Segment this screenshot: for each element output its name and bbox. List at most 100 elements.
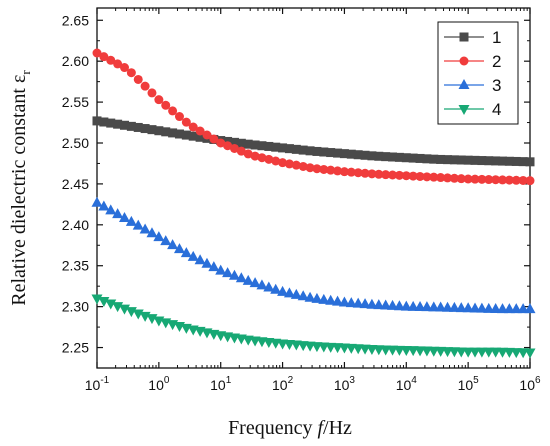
data-point xyxy=(195,126,205,136)
data-point xyxy=(208,261,220,272)
data-point xyxy=(381,152,391,162)
data-point xyxy=(263,281,275,292)
data-point xyxy=(477,174,487,184)
data-point xyxy=(463,174,473,184)
data-point xyxy=(408,171,418,181)
data-point xyxy=(153,231,165,242)
legend-box xyxy=(437,21,519,125)
data-point xyxy=(256,279,268,290)
data-point xyxy=(312,146,322,156)
data-point xyxy=(105,299,117,310)
data-point xyxy=(160,235,172,246)
data-point xyxy=(484,175,494,185)
data-point xyxy=(216,138,226,148)
data-point xyxy=(346,167,356,177)
data-point xyxy=(415,153,425,163)
data-point xyxy=(476,302,488,313)
data-point xyxy=(249,277,261,288)
x-tick-label: 105 xyxy=(458,375,480,393)
y-axis-title: Relative dielectric constant εr xyxy=(8,70,33,306)
legend-label: 2 xyxy=(492,52,501,71)
data-point xyxy=(99,117,109,127)
data-point xyxy=(525,157,535,167)
data-point xyxy=(291,144,301,154)
data-point xyxy=(449,173,459,183)
series-4 xyxy=(91,294,536,359)
legend-entry-2: 2 xyxy=(444,52,501,71)
data-point xyxy=(374,151,384,161)
data-point xyxy=(428,301,440,312)
data-point xyxy=(360,168,370,178)
x-tick-label: 103 xyxy=(334,375,356,393)
data-point xyxy=(352,297,364,308)
data-point xyxy=(429,172,439,182)
data-point xyxy=(113,119,123,129)
data-point xyxy=(401,153,411,163)
data-point xyxy=(319,147,329,157)
data-point xyxy=(504,156,514,166)
data-point xyxy=(484,156,494,166)
data-point xyxy=(277,285,289,296)
data-point xyxy=(188,122,198,132)
series-layer xyxy=(91,48,536,359)
data-point xyxy=(525,176,535,186)
data-point xyxy=(443,173,453,183)
y-tick-label: 2.25 xyxy=(62,340,89,356)
data-point xyxy=(367,169,377,179)
x-axis-title: Frequency f/Hz xyxy=(228,417,352,439)
y-tick-label: 2.40 xyxy=(62,217,89,233)
data-point xyxy=(283,287,295,298)
data-point xyxy=(228,269,240,280)
data-point xyxy=(518,157,528,167)
data-point xyxy=(422,172,432,182)
data-point xyxy=(504,175,514,185)
data-point xyxy=(435,301,447,312)
data-point xyxy=(394,170,404,180)
data-point xyxy=(333,166,343,176)
data-point xyxy=(236,138,246,148)
data-point xyxy=(106,55,116,65)
data-point xyxy=(284,144,294,154)
data-point xyxy=(235,272,247,283)
data-point xyxy=(154,95,164,105)
data-point xyxy=(318,293,330,304)
data-point xyxy=(99,52,109,62)
legend-marker xyxy=(458,79,470,89)
data-point xyxy=(470,174,480,184)
data-point xyxy=(456,155,466,165)
data-point xyxy=(312,164,322,174)
data-point xyxy=(105,204,117,215)
data-point xyxy=(174,129,184,139)
data-point xyxy=(146,227,158,238)
x-tick-label: 102 xyxy=(272,375,294,393)
data-point xyxy=(443,155,453,165)
data-point xyxy=(305,146,315,156)
data-point xyxy=(511,175,521,185)
data-point xyxy=(469,302,481,313)
data-point xyxy=(518,175,528,185)
data-point xyxy=(91,294,103,305)
data-point xyxy=(264,154,274,164)
x-tick-label: 104 xyxy=(396,375,418,393)
data-point xyxy=(140,81,150,91)
data-point xyxy=(353,168,363,178)
data-point xyxy=(345,297,357,308)
data-point xyxy=(242,274,254,285)
data-point xyxy=(133,122,143,132)
data-point xyxy=(181,117,191,127)
data-point xyxy=(202,130,212,140)
data-point xyxy=(436,154,446,164)
data-point xyxy=(333,148,343,158)
data-point xyxy=(291,160,301,170)
data-point xyxy=(125,215,137,226)
data-point xyxy=(407,300,419,311)
data-point xyxy=(133,74,143,84)
data-point xyxy=(455,302,467,313)
data-point xyxy=(257,141,267,151)
data-point xyxy=(271,156,281,166)
data-point xyxy=(498,156,508,166)
data-point xyxy=(374,169,384,179)
data-point xyxy=(139,223,151,234)
y-tick-label: 2.30 xyxy=(62,299,89,315)
data-point xyxy=(408,153,418,163)
